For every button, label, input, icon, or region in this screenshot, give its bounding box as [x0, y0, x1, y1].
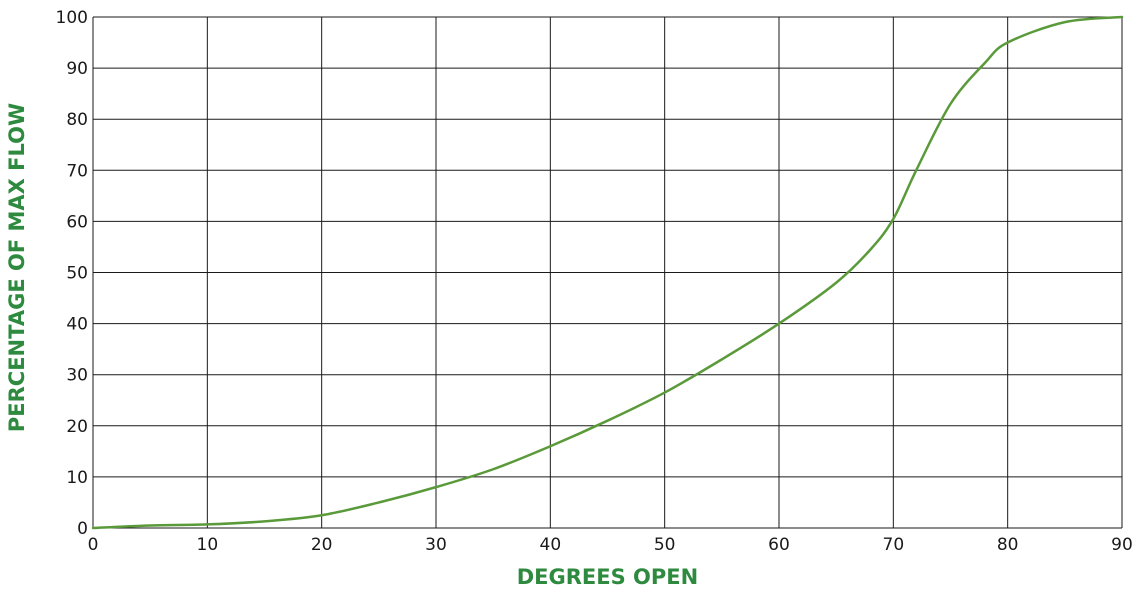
y-tick-label: 0 — [77, 519, 88, 539]
y-tick-label: 50 — [66, 264, 88, 284]
y-tick-label: 90 — [66, 59, 88, 79]
x-tick-label: 80 — [997, 535, 1019, 555]
x-tick-label: 10 — [197, 535, 219, 555]
x-tick-label: 0 — [88, 535, 99, 555]
x-tick-label: 70 — [883, 535, 905, 555]
y-tick-label: 60 — [66, 212, 88, 232]
x-tick-label: 60 — [768, 535, 790, 555]
x-tick-label: 40 — [540, 535, 562, 555]
x-tick-label: 20 — [311, 535, 333, 555]
x-axis-ticks: 0 10 20 30 40 50 60 70 80 90 — [88, 535, 1133, 555]
y-tick-label: 40 — [66, 315, 88, 335]
y-tick-label: 20 — [66, 417, 88, 437]
grid — [92, 16, 1123, 529]
y-axis-title: PERCENTAGE OF MAX FLOW — [5, 103, 29, 432]
y-tick-label: 100 — [56, 8, 88, 28]
y-tick-label: 10 — [66, 468, 88, 488]
y-axis-ticks: 0 10 20 30 40 50 60 70 80 90 100 — [56, 8, 88, 539]
series-line — [91, 15, 1124, 530]
y-tick-label: 80 — [66, 110, 88, 130]
y-tick-label: 70 — [66, 161, 88, 181]
x-tick-label: 30 — [425, 535, 447, 555]
x-axis-title: DEGREES OPEN — [517, 565, 698, 589]
x-tick-label: 90 — [1111, 535, 1133, 555]
series-layer — [91, 15, 1124, 530]
x-tick-label: 50 — [654, 535, 676, 555]
y-tick-label: 30 — [66, 366, 88, 386]
